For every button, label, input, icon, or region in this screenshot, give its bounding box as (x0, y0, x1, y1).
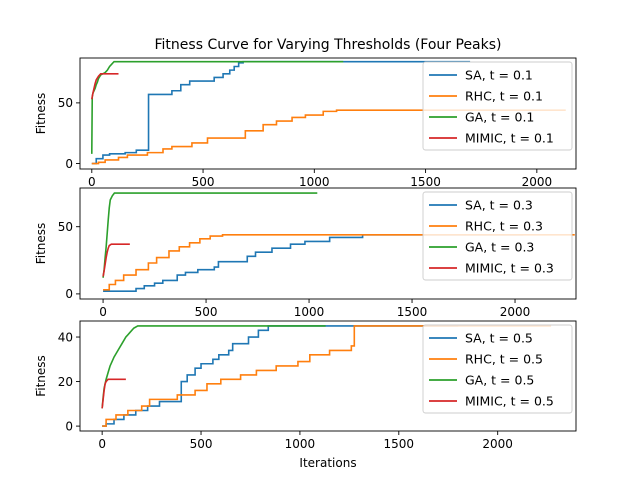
series-line-mimic (101, 378, 126, 409)
plot-frame (79, 320, 577, 432)
panel-3: 0 500 1000 1500 2000 0 20 40 Fitness SA, t = 0.5 R… (34, 320, 577, 451)
y-axis-label: Fitness (34, 223, 48, 265)
chart-title: Fitness Curve for Varying Thresholds (Fo… (155, 37, 502, 53)
legend: SA, t = 0.1 RHC, t = 0.1 GA, t = 0.1 MIMIC,… (422, 61, 573, 151)
y-tick-label: 20 (58, 375, 73, 389)
legend: SA, t = 0.3 RHC, t = 0.3 GA, t = 0.3 MIMIC,… (422, 191, 573, 281)
x-tick-label: 0 (88, 175, 96, 189)
series-line-rhc (102, 325, 552, 427)
x-tick-label: 500 (190, 437, 213, 451)
series-line-mimic (102, 243, 130, 277)
panel-1: 0 500 1000 1500 2000 0 50 Fitness SA, t = 0.1 RHC… (34, 57, 577, 189)
x-tick-label: 1000 (299, 175, 330, 189)
legend-label-ga: GA, t = 0.5 (465, 373, 534, 388)
series-lines (102, 192, 575, 293)
legend-label-sa: SA, t = 0.1 (465, 68, 533, 83)
legend-label-mimic: MIMIC, t = 0.3 (465, 261, 554, 276)
legend-label-rhc: RHC, t = 0.3 (465, 219, 543, 234)
y-axis-label: Fitness (34, 93, 48, 135)
x-tick-label: 1000 (285, 437, 316, 451)
series-line-rhc (103, 233, 575, 291)
legend-label-mimic: MIMIC, t = 0.5 (465, 394, 554, 409)
legend: SA, t = 0.5 RHC, t = 0.5 GA, t = 0.5 MIMIC,… (422, 324, 573, 414)
legend-label-sa: SA, t = 0.3 (465, 198, 533, 213)
x-tick-label: 1000 (294, 305, 325, 319)
series-line-rhc (91, 109, 566, 165)
series-line-mimic (91, 72, 119, 100)
series-line-sa (102, 325, 459, 427)
x-tick-label: 500 (192, 175, 215, 189)
x-tick-label: 2000 (522, 175, 553, 189)
y-tick-label: 0 (65, 419, 73, 433)
x-tick-label: 1500 (397, 305, 428, 319)
legend-label-mimic: MIMIC, t = 0.1 (465, 131, 554, 146)
y-axis-label: Fitness (34, 355, 48, 397)
x-tick-label: 0 (99, 305, 107, 319)
series-line-sa (91, 60, 471, 165)
y-tick-label: 0 (65, 157, 73, 171)
legend-label-ga: GA, t = 0.1 (465, 110, 534, 125)
legend-box (422, 61, 573, 151)
x-axis-label: Iterations (299, 456, 356, 470)
series-line-ga (90, 60, 344, 154)
y-tick-label: 50 (58, 220, 73, 234)
plot-frame (79, 57, 577, 170)
x-tick-label: 0 (98, 437, 106, 451)
y-tick-label: 0 (65, 287, 73, 301)
series-lines (90, 60, 566, 165)
y-tick-label: 40 (58, 330, 73, 344)
series-line-ga (101, 325, 326, 409)
series-lines (101, 325, 552, 427)
legend-label-ga: GA, t = 0.3 (465, 240, 534, 255)
plot-frame (79, 187, 577, 300)
x-tick-label: 2000 (500, 305, 531, 319)
y-tick-label: 50 (58, 96, 73, 110)
x-tick-label: 1500 (410, 175, 441, 189)
legend-box (422, 324, 573, 414)
legend-box (422, 191, 573, 281)
legend-label-rhc: RHC, t = 0.1 (465, 89, 543, 104)
x-tick-label: 1500 (384, 437, 415, 451)
legend-label-rhc: RHC, t = 0.5 (465, 352, 543, 367)
series-line-sa (103, 233, 524, 293)
panel-2: 0 500 1000 1500 2000 0 50 Fitness SA, t = 0.3 RHC… (34, 187, 577, 319)
legend-label-sa: SA, t = 0.5 (465, 331, 533, 346)
x-tick-label: 500 (195, 305, 218, 319)
x-tick-label: 2000 (482, 437, 513, 451)
